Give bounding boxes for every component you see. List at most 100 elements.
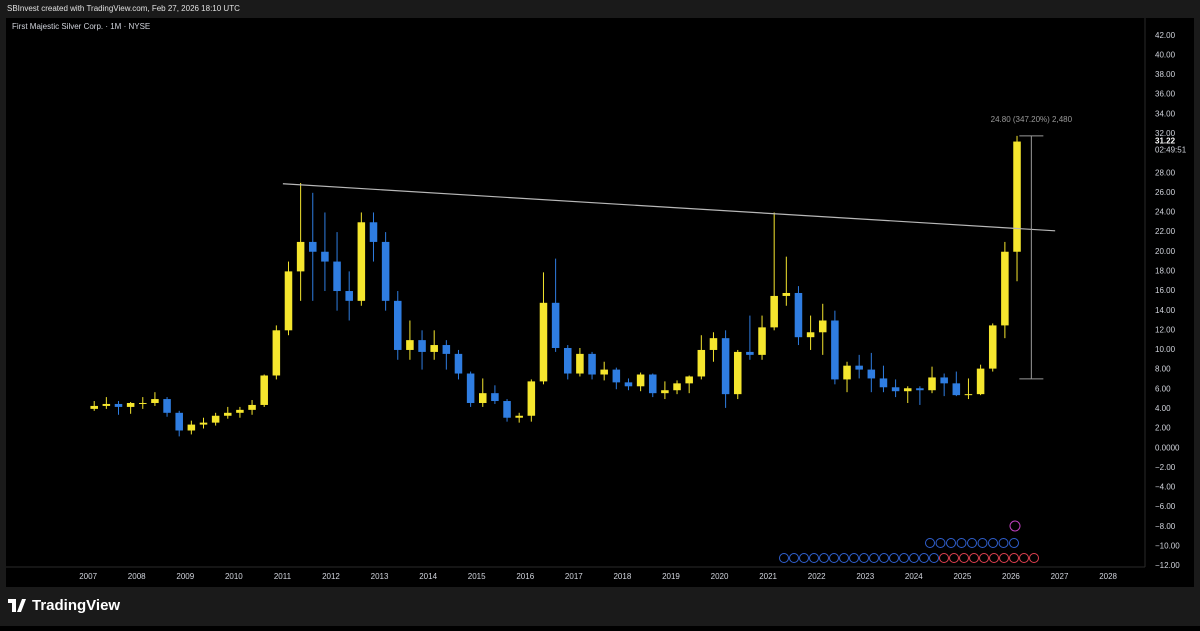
- candle-body: [673, 383, 681, 391]
- x-tick-label: 2011: [274, 572, 292, 581]
- candle-body: [394, 300, 402, 350]
- events: [779, 520, 1039, 563]
- candle-body: [867, 369, 876, 379]
- y-tick-label: 40.00: [1155, 50, 1176, 59]
- event-icon: [956, 538, 967, 548]
- candle-body: [661, 390, 669, 394]
- candle-body: [988, 325, 997, 369]
- event-icon: [1019, 553, 1029, 563]
- y-tick-label: 18.00: [1155, 266, 1176, 275]
- candle-body: [818, 320, 827, 333]
- x-tick-label: 2021: [759, 572, 777, 581]
- x-tick-label: 2010: [225, 572, 243, 581]
- x-tick-label: 2015: [468, 572, 486, 581]
- event-icon: [1009, 520, 1021, 532]
- x-tick-label: 2027: [1051, 572, 1069, 581]
- event-icon: [919, 553, 929, 563]
- y-tick-label: −6.00: [1155, 502, 1176, 511]
- event-icon: [988, 538, 998, 548]
- x-tick-label: 2009: [176, 572, 194, 581]
- x-tick-label: 2026: [1002, 572, 1020, 581]
- event-icon: [929, 553, 939, 563]
- candle-body: [151, 399, 159, 403]
- candle-body: [782, 292, 791, 296]
- candle-body: [563, 347, 572, 374]
- candle-body: [891, 387, 900, 392]
- candle-body: [709, 338, 718, 350]
- candle-body: [309, 241, 317, 252]
- candle-body: [928, 377, 936, 391]
- x-tick-label: 2023: [856, 572, 874, 581]
- event-icon: [1009, 538, 1019, 548]
- countdown: 02:49:51: [1155, 146, 1187, 155]
- candle-body: [527, 381, 536, 416]
- event-icon: [935, 538, 946, 548]
- candle-body: [648, 374, 657, 394]
- y-tick-label: 4.00: [1155, 404, 1171, 413]
- x-tick-label: 2020: [711, 572, 729, 581]
- candle-body: [406, 340, 414, 350]
- event-icon: [869, 553, 879, 563]
- logo: TradingView: [8, 597, 120, 614]
- event-icon: [977, 538, 988, 548]
- event-icon: [909, 553, 919, 563]
- y-tick-label: −8.00: [1155, 522, 1176, 531]
- candle-body: [175, 412, 183, 431]
- candle-body: [503, 401, 511, 418]
- candle-body: [794, 292, 803, 338]
- event-icon: [849, 553, 859, 563]
- candle-body: [879, 378, 888, 388]
- candle-body: [612, 369, 621, 383]
- last-price: 31.22: [1155, 137, 1176, 146]
- candle-body: [224, 412, 232, 416]
- candle-body: [1001, 251, 1009, 326]
- candle-body: [418, 340, 426, 352]
- event-icon: [1009, 553, 1019, 563]
- candle-body: [466, 373, 475, 403]
- y-tick-label: 10.00: [1155, 345, 1176, 354]
- candle-body: [952, 383, 961, 396]
- event-icon: [789, 553, 799, 563]
- candle-body: [187, 424, 196, 431]
- candle-body: [102, 403, 111, 406]
- y-tick-label: 36.00: [1155, 90, 1176, 99]
- candle-body: [211, 415, 220, 423]
- chart-title: First Majestic Silver Corp. · 1M · NYSE: [12, 22, 150, 31]
- candle-body: [806, 332, 815, 338]
- trendline: [282, 183, 1056, 232]
- candle-body: [272, 330, 281, 376]
- x-tick-label: 2008: [128, 572, 146, 581]
- candle-body: [345, 291, 353, 301]
- y-tick-label: 12.00: [1155, 325, 1176, 334]
- event-icon: [959, 553, 969, 563]
- candle-body: [588, 353, 596, 375]
- candle-body: [333, 261, 341, 292]
- y-tick-label: −10.00: [1155, 541, 1180, 550]
- candle-body: [369, 222, 378, 242]
- candle-body: [539, 302, 548, 382]
- event-icon: [939, 553, 949, 563]
- x-tick-label: 2016: [516, 572, 534, 581]
- x-tick-label: 2024: [905, 572, 923, 581]
- candle-body: [624, 382, 633, 387]
- candle-body: [90, 405, 98, 409]
- x-tick-label: 2007: [79, 572, 97, 581]
- candle-body: [248, 404, 256, 410]
- event-icon: [1029, 553, 1039, 563]
- y-tick-label: 22.00: [1155, 227, 1176, 236]
- candle-body: [576, 353, 584, 374]
- x-tick-label: 2018: [613, 572, 631, 581]
- y-tick-label: −4.00: [1155, 483, 1176, 492]
- header: SBInvest created with TradingView.com, F…: [7, 4, 240, 13]
- y-tick-label: −2.00: [1155, 463, 1176, 472]
- measure-label: 24.80 (347.20%) 2,480: [991, 115, 1073, 124]
- y-tick-label: 14.00: [1155, 306, 1176, 315]
- event-icon: [925, 538, 935, 548]
- event-icon: [999, 553, 1009, 563]
- chart-area: [6, 18, 1194, 587]
- x-tick-label: 2028: [1099, 572, 1117, 581]
- candle-body: [296, 241, 305, 272]
- candle-body: [321, 251, 329, 262]
- y-tick-label: 38.00: [1155, 70, 1176, 79]
